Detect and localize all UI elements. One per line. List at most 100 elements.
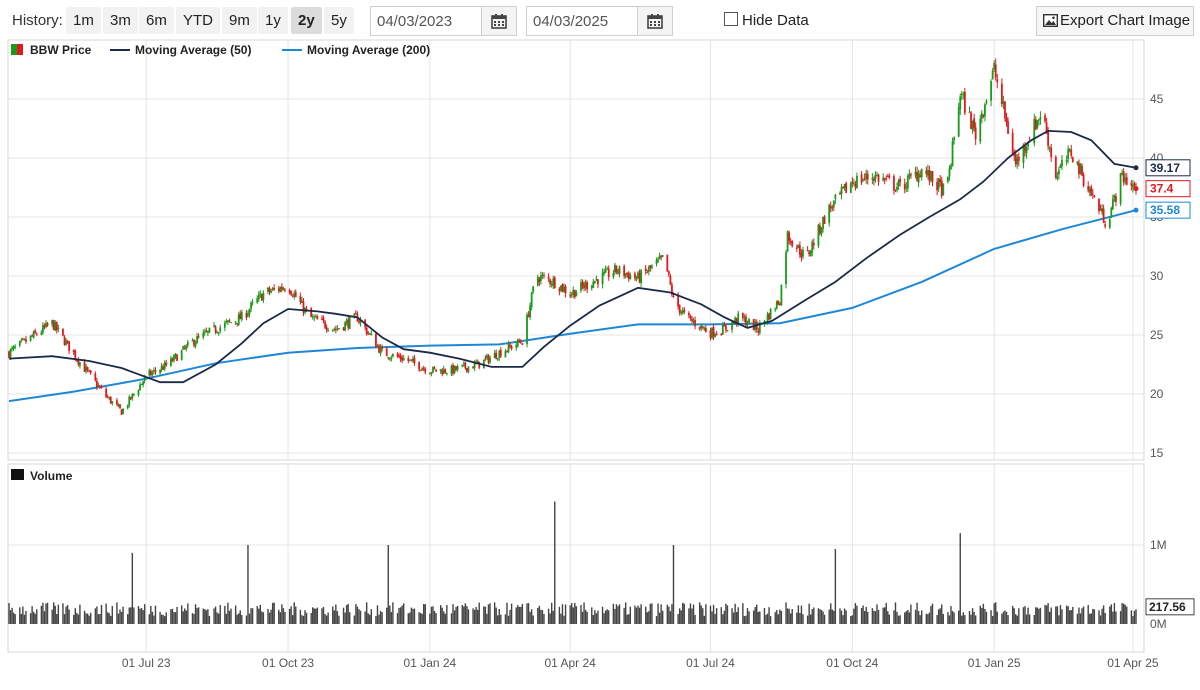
volume-bar — [561, 604, 564, 624]
volume-bar — [862, 605, 864, 624]
volume-bar — [520, 606, 522, 624]
period-5y-button[interactable]: 5y — [324, 7, 354, 34]
volume-bar — [1119, 611, 1122, 624]
candle-down — [910, 174, 912, 176]
period-6m-button[interactable]: 6m — [139, 7, 174, 34]
candle-up — [117, 405, 120, 407]
candle-down — [444, 369, 447, 373]
candle-up — [896, 186, 898, 190]
candle-down — [94, 373, 97, 381]
end-date-picker — [526, 6, 673, 36]
volume-bar — [262, 612, 265, 624]
volume-bar — [182, 611, 184, 624]
volume-bar — [359, 610, 362, 624]
candle-down — [322, 317, 325, 321]
volume-bar — [640, 604, 642, 624]
candle-up — [680, 311, 683, 314]
candle-down — [387, 357, 390, 359]
volume-bar — [959, 533, 961, 624]
candle-down — [260, 294, 263, 301]
candle-up — [143, 376, 146, 381]
volume-bar — [322, 606, 325, 624]
volume-bar — [191, 613, 194, 624]
candle-down — [726, 330, 729, 332]
candle-up — [314, 316, 317, 318]
volume-bar — [853, 608, 855, 624]
candle-up — [148, 370, 151, 376]
period-3m-button[interactable]: 3m — [103, 7, 138, 34]
volume-bar — [1022, 607, 1025, 624]
volume-bar — [591, 607, 593, 624]
end-date-input[interactable] — [527, 7, 641, 35]
candle-down — [83, 361, 86, 372]
volume-bar — [432, 606, 434, 624]
volume-bar — [808, 603, 810, 624]
volume-bar — [278, 609, 280, 624]
candle-down — [919, 175, 922, 178]
volume-bar — [185, 610, 187, 624]
candle-down — [518, 340, 521, 343]
candle-down — [903, 183, 906, 190]
start-date-input[interactable] — [371, 7, 485, 35]
volume-bar — [34, 613, 36, 624]
candle-up — [822, 216, 824, 229]
volume-bar — [213, 608, 215, 624]
period-ytd-button[interactable]: YTD — [176, 7, 220, 34]
date-tick-label: 01 Jan 24 — [404, 656, 457, 670]
hide-data-checkbox[interactable] — [724, 12, 738, 26]
volume-bar — [722, 614, 724, 624]
candle-up — [137, 390, 140, 395]
volume-tick-label: 1M — [1150, 538, 1167, 552]
volume-bar — [472, 608, 474, 624]
volume-bar — [140, 608, 143, 624]
hide-data-toggle[interactable]: Hide Data — [724, 12, 809, 29]
period-1y-button[interactable]: 1y — [258, 7, 288, 34]
candle-down — [704, 328, 707, 332]
period-9m-button[interactable]: 9m — [222, 7, 257, 34]
volume-bar — [295, 606, 297, 624]
volume-bar — [597, 610, 599, 624]
candle-down — [646, 271, 649, 273]
volume-bar — [396, 613, 399, 624]
candle-down — [720, 333, 723, 335]
candle-up — [42, 325, 44, 333]
volume-bar — [180, 605, 183, 624]
end-calendar-button[interactable] — [637, 7, 672, 35]
volume-bar — [1035, 607, 1037, 624]
candle-down — [672, 295, 675, 297]
candle-down — [55, 322, 58, 331]
candle-up — [486, 355, 488, 358]
candle-down — [106, 396, 109, 398]
candle-up — [1036, 120, 1039, 129]
candle-up — [734, 317, 737, 324]
volume-bar — [530, 609, 533, 624]
volume-bar — [916, 602, 918, 624]
volume-bar — [921, 610, 923, 624]
volume-bar — [842, 615, 844, 624]
candle-down — [1000, 83, 1003, 104]
candle-up — [515, 344, 518, 348]
candle-down — [806, 249, 809, 251]
volume-bar — [638, 607, 641, 624]
candle-down — [866, 174, 869, 180]
candle-up — [711, 327, 713, 339]
candle-down — [1045, 122, 1048, 134]
candle-down — [1081, 166, 1083, 176]
export-chart-button[interactable]: Export Chart Image — [1036, 6, 1194, 36]
volume-bar — [345, 605, 348, 624]
candle-down — [52, 320, 55, 330]
candle-down — [116, 400, 118, 405]
volume-bar — [914, 609, 917, 624]
hide-data-label: Hide Data — [742, 12, 809, 29]
candle-down — [398, 355, 400, 357]
candle-down — [1071, 157, 1074, 162]
candle-up — [456, 366, 459, 370]
period-1m-button[interactable]: 1m — [66, 7, 101, 34]
volume-bar — [910, 604, 912, 624]
period-2y-button[interactable]: 2y — [291, 7, 322, 34]
volume-bar — [779, 609, 781, 624]
volume-bar — [993, 603, 995, 624]
start-calendar-button[interactable] — [481, 7, 516, 35]
volume-bar — [996, 611, 998, 624]
price-tick-label: 20 — [1150, 387, 1164, 401]
